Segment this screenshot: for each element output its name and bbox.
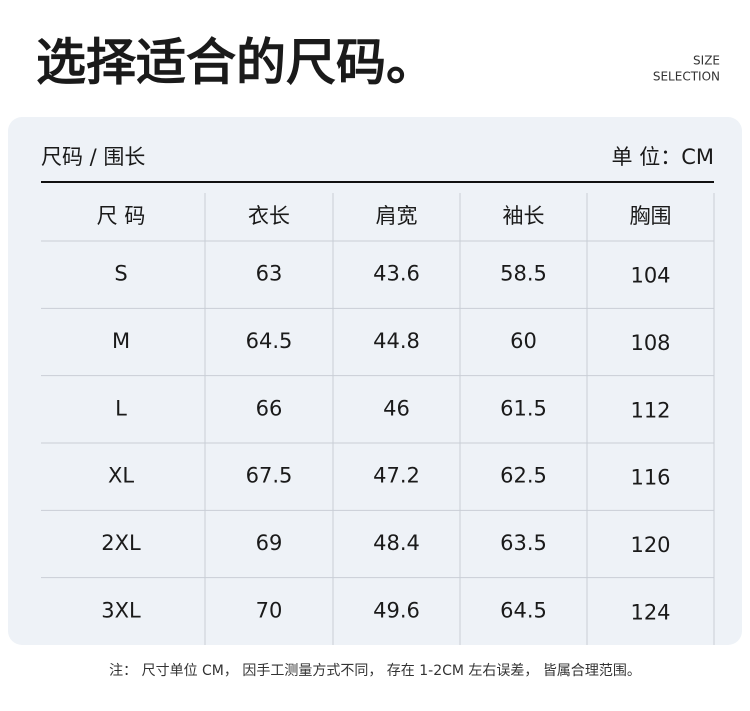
cell: 46 (383, 396, 410, 420)
cell: 67.5 (246, 464, 293, 488)
cell: 60 (510, 329, 537, 353)
cell: 44.8 (373, 329, 420, 353)
caption: 尺码 / 围长 (41, 145, 145, 169)
cell: 47.2 (373, 464, 420, 488)
column-header: 肩宽 (376, 204, 418, 228)
card (8, 117, 742, 645)
column-header: 袖长 (503, 204, 545, 228)
cell: 58.5 (500, 262, 547, 286)
cell: 2XL (101, 531, 141, 555)
cell: L (115, 396, 127, 420)
cell: M (112, 329, 130, 353)
cell: 61.5 (500, 396, 547, 420)
cell: 66 (256, 396, 283, 420)
cell: XL (108, 464, 134, 488)
cell: 62.5 (500, 464, 547, 488)
cell: 124 (630, 600, 670, 624)
cell: 3XL (101, 598, 141, 622)
cell: 64.5 (246, 329, 293, 353)
cell: 48.4 (373, 531, 420, 555)
cell: 64.5 (500, 598, 547, 622)
tag-line: SELECTION (653, 70, 720, 84)
title: 选择适合的尺码。 (36, 34, 436, 92)
cell: 120 (630, 533, 670, 557)
cell: 112 (630, 398, 670, 422)
table: 尺 码 衣长 肩宽 袖长 胸围 S 63 43.6 58.5 104 M 64.5 44.8 60 108 L… (41, 193, 715, 645)
column-header: 衣长 (248, 204, 290, 228)
tag-line: SIZE (693, 54, 720, 68)
cell: 49.6 (373, 598, 420, 622)
cell: 69 (256, 531, 283, 555)
cell: 108 (630, 331, 670, 355)
cell: 104 (630, 264, 670, 288)
footer-note: 注： 尺寸单位 CM， 因手工测量方式不同， 存在 1-2CM 左右误差， 皆属… (109, 662, 641, 679)
column-header: 胸围 (630, 204, 672, 228)
cell: 43.6 (373, 262, 420, 286)
unit: 单 位：CM (612, 145, 714, 169)
cell: 63.5 (500, 531, 547, 555)
column-header: 尺 码 (97, 204, 146, 228)
cell: 63 (256, 262, 283, 286)
cell: 70 (256, 598, 283, 622)
cell: S (114, 262, 127, 286)
cell: 116 (630, 466, 670, 490)
